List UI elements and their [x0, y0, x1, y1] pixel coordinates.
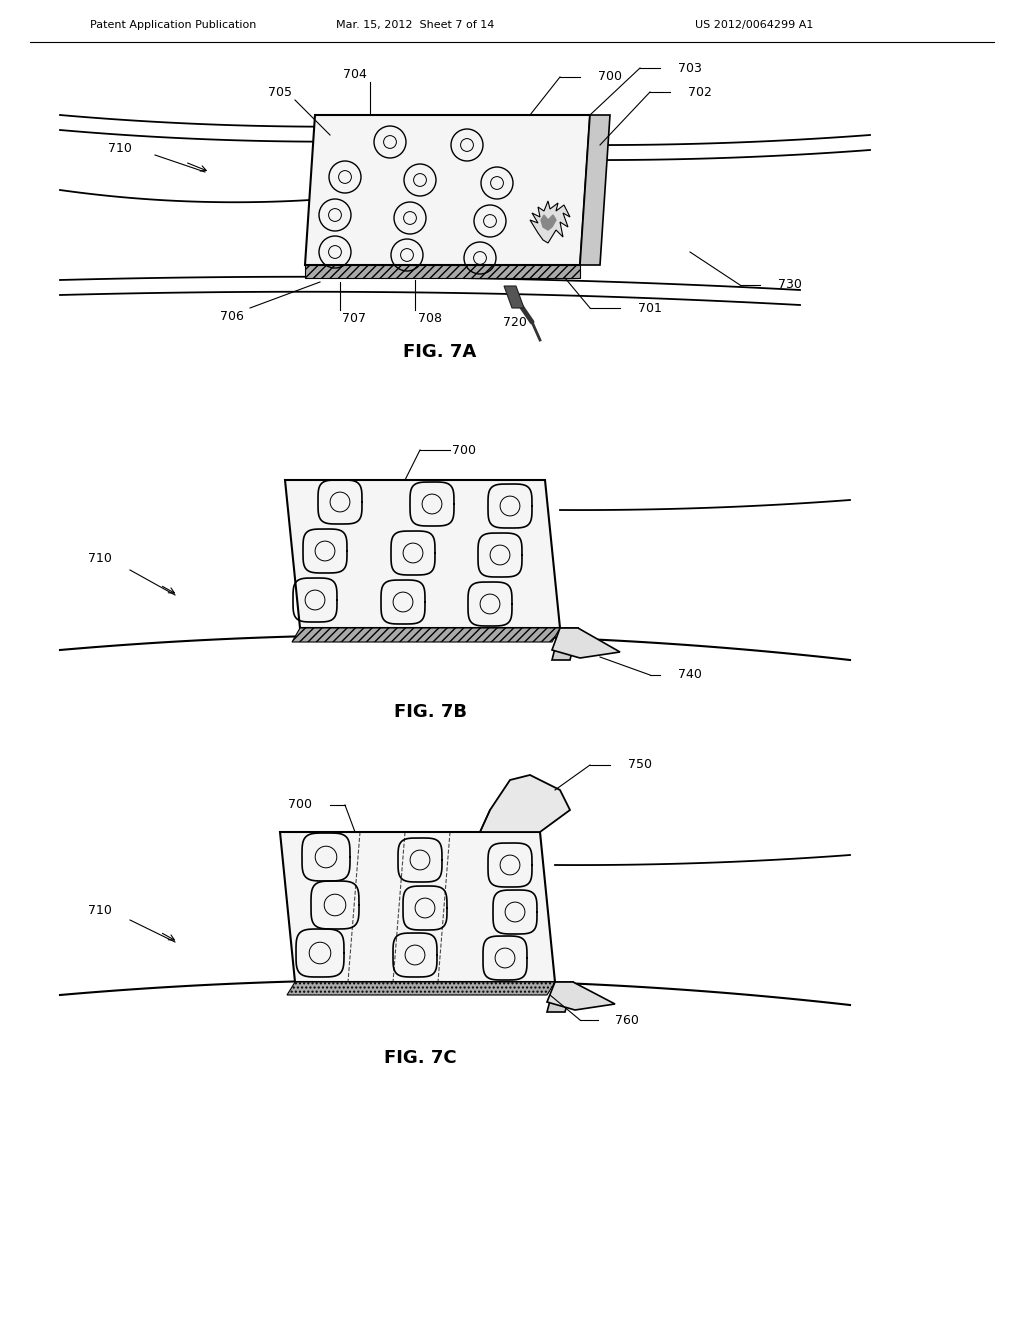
Polygon shape — [287, 982, 555, 995]
Text: 700: 700 — [452, 444, 476, 457]
Polygon shape — [547, 982, 573, 1012]
Polygon shape — [547, 982, 615, 1010]
Text: 710: 710 — [109, 141, 132, 154]
Text: 750: 750 — [628, 759, 652, 771]
Polygon shape — [292, 628, 560, 642]
Text: 720: 720 — [503, 315, 527, 329]
Polygon shape — [305, 115, 590, 265]
Text: 705: 705 — [268, 86, 292, 99]
Polygon shape — [305, 265, 580, 279]
Text: FIG. 7C: FIG. 7C — [384, 1049, 457, 1067]
Text: 700: 700 — [598, 70, 622, 83]
Polygon shape — [480, 775, 570, 832]
Text: US 2012/0064299 A1: US 2012/0064299 A1 — [695, 20, 813, 30]
Polygon shape — [580, 115, 610, 265]
Text: Mar. 15, 2012  Sheet 7 of 14: Mar. 15, 2012 Sheet 7 of 14 — [336, 20, 495, 30]
Polygon shape — [552, 628, 620, 657]
Text: 760: 760 — [615, 1014, 639, 1027]
Text: Patent Application Publication: Patent Application Publication — [90, 20, 256, 30]
Polygon shape — [541, 215, 556, 230]
Text: 708: 708 — [418, 312, 442, 325]
Text: 700: 700 — [288, 799, 312, 812]
Polygon shape — [530, 201, 570, 243]
Text: FIG. 7B: FIG. 7B — [393, 704, 467, 721]
Polygon shape — [280, 832, 555, 982]
Text: 710: 710 — [88, 903, 112, 916]
Text: 706: 706 — [220, 309, 244, 322]
Text: 730: 730 — [778, 279, 802, 292]
Text: FIG. 7A: FIG. 7A — [403, 343, 476, 360]
Polygon shape — [552, 628, 578, 660]
Text: 707: 707 — [342, 312, 366, 325]
Text: 704: 704 — [343, 69, 367, 82]
Text: 740: 740 — [678, 668, 701, 681]
Text: 702: 702 — [688, 86, 712, 99]
Text: 701: 701 — [638, 301, 662, 314]
Text: 703: 703 — [678, 62, 701, 74]
Polygon shape — [504, 286, 524, 308]
Polygon shape — [285, 480, 560, 628]
Text: 710: 710 — [88, 552, 112, 565]
